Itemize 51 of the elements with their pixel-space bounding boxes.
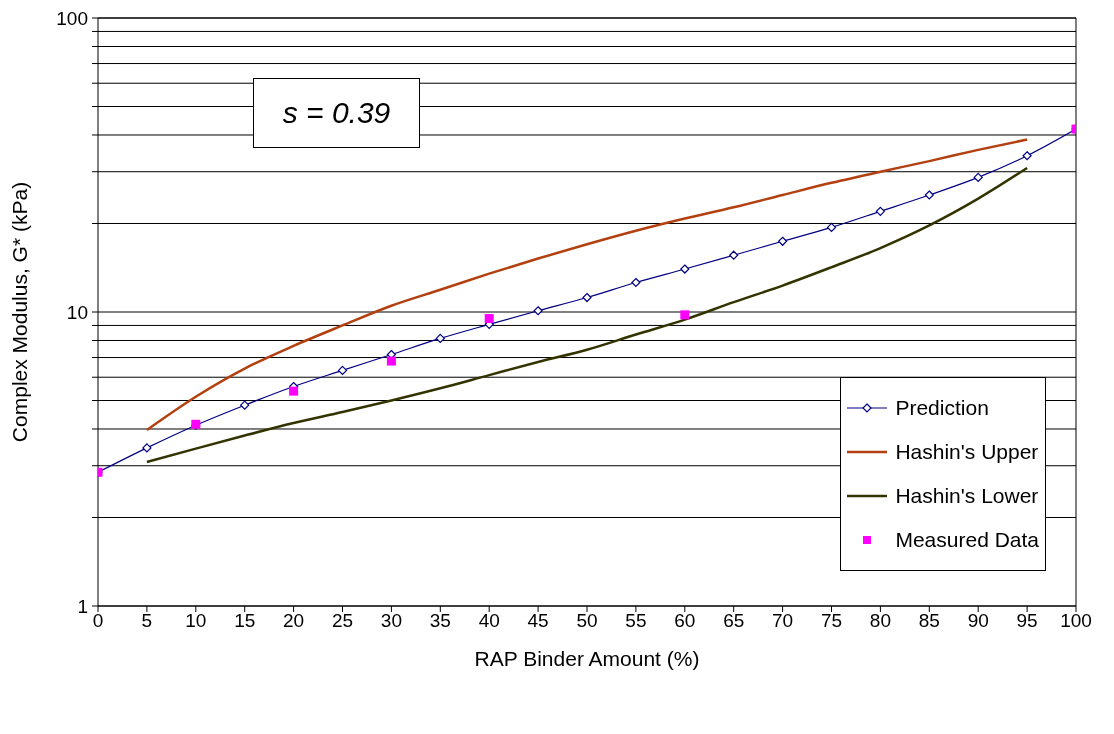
x-axis-title: RAP Binder Amount (%) — [474, 647, 700, 670]
x-tick-label: 75 — [820, 610, 843, 632]
point — [533, 306, 543, 316]
x-tick-label: 40 — [478, 610, 500, 632]
x-tick-label: 30 — [380, 610, 402, 632]
point — [778, 236, 788, 246]
point — [1022, 151, 1032, 161]
point — [582, 292, 592, 303]
x-tick-label: 20 — [283, 610, 305, 632]
x-tick-label: 10 — [185, 610, 207, 632]
point — [142, 443, 152, 453]
y-tick-label: 100 — [56, 7, 88, 29]
point — [484, 314, 494, 324]
legend-label: Hashin's Lower — [895, 484, 1039, 508]
x-tick-label: 0 — [92, 610, 104, 632]
y-tick-label: 10 — [66, 301, 88, 323]
line-series — [145, 138, 1029, 432]
point — [435, 333, 445, 344]
legend-label: Hashin's Upper — [895, 440, 1039, 464]
x-tick-label: 55 — [625, 610, 647, 632]
x-tick-label: 5 — [141, 610, 153, 632]
point — [875, 206, 885, 216]
point — [240, 400, 250, 410]
x-tick-label: 60 — [674, 610, 696, 632]
point — [337, 365, 348, 375]
point — [729, 250, 739, 260]
x-tick-label: 90 — [967, 610, 989, 632]
x-tick-label: 100 — [1060, 610, 1092, 632]
point — [386, 356, 396, 366]
x-tick-label: 80 — [869, 610, 891, 632]
legend-label: Prediction — [895, 396, 989, 420]
annotation: s = 0.39 — [253, 78, 420, 148]
x-tick-label: 70 — [772, 610, 794, 632]
x-tick-label: 65 — [723, 610, 745, 632]
y-tick-label: 1 — [77, 595, 88, 617]
x-tick-label: 50 — [576, 610, 598, 632]
point — [973, 172, 983, 182]
point — [631, 277, 641, 288]
x-tick-label: 45 — [527, 610, 549, 632]
y-axis-title: Complex Modulus, G* (kPa) — [8, 181, 32, 443]
x-tick-label: 95 — [1016, 610, 1038, 632]
x-tick-label: 85 — [918, 610, 940, 632]
x-tick-label: 15 — [234, 610, 256, 632]
point — [680, 310, 690, 320]
x-tick-label: 25 — [331, 610, 354, 632]
legend-label: Measured Data — [895, 528, 1039, 552]
x-tick-label: 35 — [429, 610, 451, 632]
point — [289, 386, 299, 396]
point — [826, 222, 837, 232]
point — [680, 264, 690, 274]
point — [924, 190, 934, 200]
